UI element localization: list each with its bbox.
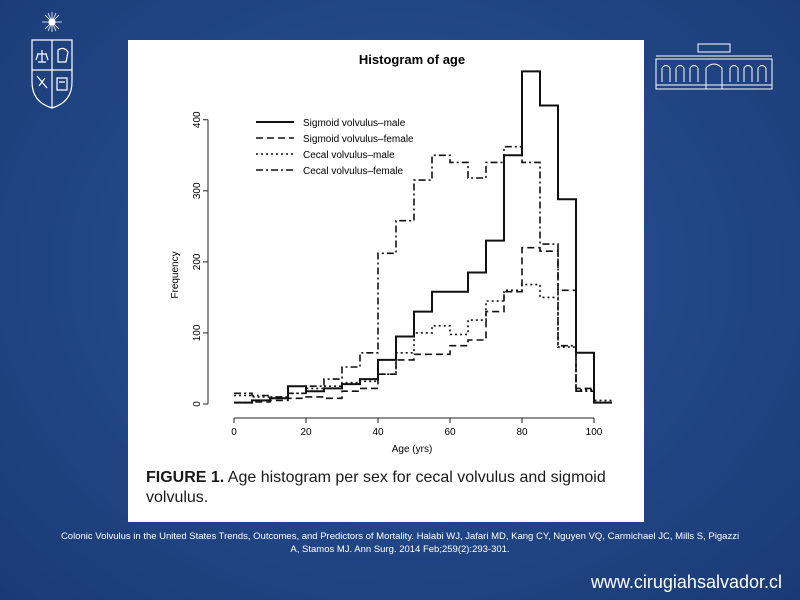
legend-label: Sigmoid volvulus–female [303, 134, 414, 145]
figure-panel: Histogram of age Frequency Age (yrs) 0 10… [128, 40, 644, 522]
y-tick-label: 300 [192, 182, 203, 199]
x-tick-label: 60 [444, 427, 456, 438]
y-tick-label: 0 [192, 401, 203, 407]
series-1-line [234, 70, 612, 404]
x-axis: 0 20 40 60 80 100 [231, 417, 603, 438]
series-2-line [234, 246, 612, 404]
figure-caption: FIGURE 1. Age histogram per sex for ceca… [146, 468, 636, 508]
building-facade-icon [655, 43, 773, 90]
y-axis-label: Frequency [170, 251, 181, 298]
legend-label: Sigmoid volvulus–male [303, 118, 406, 129]
x-tick-label: 100 [586, 427, 603, 438]
y-tick-label: 400 [192, 111, 203, 128]
website-url[interactable]: www.cirugiahsalvador.cl [590, 572, 782, 592]
university-crest-icon [31, 12, 73, 109]
series-3-line [234, 283, 612, 402]
citation: Colonic Volvulus in the United States Tr… [60, 531, 740, 555]
legend-label: Cecal volvulus–male [303, 150, 395, 161]
figure-label: FIGURE 1. [146, 469, 225, 486]
legend: Sigmoid volvulus–male Sigmoid volvulus–fe… [256, 118, 414, 177]
age-histogram-chart: Histogram of age Frequency Age (yrs) 0 10… [170, 52, 612, 455]
chart-title: Histogram of age [359, 52, 465, 67]
x-tick-label: 40 [372, 427, 384, 438]
y-tick-label: 200 [192, 253, 203, 270]
legend-label: Cecal volvulus–female [303, 166, 403, 177]
x-tick-label: 80 [516, 427, 528, 438]
y-axis: 0 100 200 300 400 [192, 111, 209, 407]
x-axis-label: Age (yrs) [392, 444, 433, 455]
x-tick-label: 20 [300, 427, 312, 438]
y-tick-label: 100 [192, 324, 203, 341]
figure-caption-text: Age histogram per sex for cecal volvulus… [146, 469, 606, 506]
x-tick-label: 0 [231, 427, 237, 438]
series-layer [234, 70, 612, 404]
series-4-line [234, 145, 612, 404]
